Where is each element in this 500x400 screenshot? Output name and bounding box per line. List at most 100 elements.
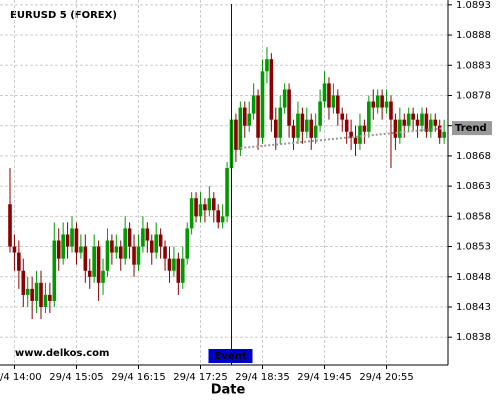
y-tick-label: 1.0893 [456,0,491,11]
candle-body [225,167,229,217]
candle-body [269,59,274,120]
y-tick-label: 1.0843 [456,302,491,313]
candle-body [353,137,358,144]
event-label: Event [214,351,246,362]
candle-body [442,131,446,138]
candle-body [21,270,26,295]
candle-body [389,101,393,120]
candle-body [211,198,216,211]
candle-body [185,228,189,259]
candle-body [65,234,70,247]
candle-body [247,113,252,126]
candle-body [180,258,185,283]
x-tick-label: 29/4 19:45 [297,372,351,383]
candle-body [70,228,74,247]
watermark: www.delkos.com [15,348,109,359]
candle-body [398,119,402,138]
candle-body [43,294,48,307]
candle-body [167,258,172,271]
y-tick-label: 1.0888 [456,30,491,41]
candle-body [25,288,30,295]
candle-body [123,228,127,259]
candle-body [300,113,305,132]
candle-body [402,119,407,126]
candle-body [101,270,105,283]
candle-body [309,119,314,138]
candle-body [198,204,203,217]
candle-body [296,113,300,138]
x-tick-label: 29/4 15:05 [49,372,103,383]
candle-body [287,89,291,126]
candle-body [437,125,442,138]
candle-body [12,246,17,253]
candle-body [105,240,110,271]
candle-body [141,228,145,247]
candle-body [39,282,43,307]
x-tick-label: 29/4 20:55 [359,372,413,383]
candle-body [52,240,57,301]
candle-body [420,113,424,126]
candle-body [256,95,260,138]
candle-body [92,246,96,277]
candle-body [433,119,438,126]
y-tick-label: 1.0863 [456,181,491,192]
candle-body [327,83,331,108]
candle-body [331,95,336,108]
candle-body [265,59,269,72]
candle-body [87,270,92,277]
candle-body [189,198,194,229]
candle-body [79,246,83,253]
candle-body [96,246,101,283]
candle-body [358,125,362,144]
candle-body [234,119,238,150]
candle-body [203,204,207,211]
candle-body [278,107,283,138]
candle-body [336,95,340,114]
candle-body [8,204,12,247]
candle-body [375,95,380,108]
candle-body [380,95,384,108]
candle-body [251,95,256,114]
candle-body [367,101,371,132]
candle-body [132,246,136,265]
candle-body [322,83,327,102]
candle-body [176,258,181,283]
candle-body [318,101,322,126]
candle-body [344,119,349,132]
y-tick-label: 1.0868 [456,151,491,162]
candle-body [83,246,88,271]
candle-body [118,246,123,259]
trend-label-box [452,121,492,136]
candle-body [242,107,247,126]
candle-body [424,113,429,132]
candle-body [74,228,79,253]
candle-body [34,282,39,301]
candle-body [172,258,176,271]
candle-body [207,198,212,211]
y-tick-label: 1.0883 [456,60,491,71]
candle-body [406,113,411,126]
candle-body [149,240,154,253]
candle-body [340,113,345,120]
candle-body [48,294,52,301]
candle-body [305,119,309,132]
candle-body [429,119,433,132]
candle-body [291,125,296,138]
y-tick-label: 1.0878 [456,90,491,101]
candle-body [110,240,114,253]
candle-body [154,234,158,253]
candle-body [30,288,34,301]
y-tick-label: 1.0838 [456,332,491,343]
candle-body [216,210,221,223]
x-axis-label: Date [211,383,246,398]
candle-body [411,113,415,120]
candle-body [114,246,119,253]
candle-body [393,119,398,138]
y-tick-label: 1.0858 [456,211,491,222]
candle-body [61,234,65,259]
candle-body [136,246,141,265]
candle-body [145,228,150,241]
y-tick-label: 1.0853 [456,242,491,253]
